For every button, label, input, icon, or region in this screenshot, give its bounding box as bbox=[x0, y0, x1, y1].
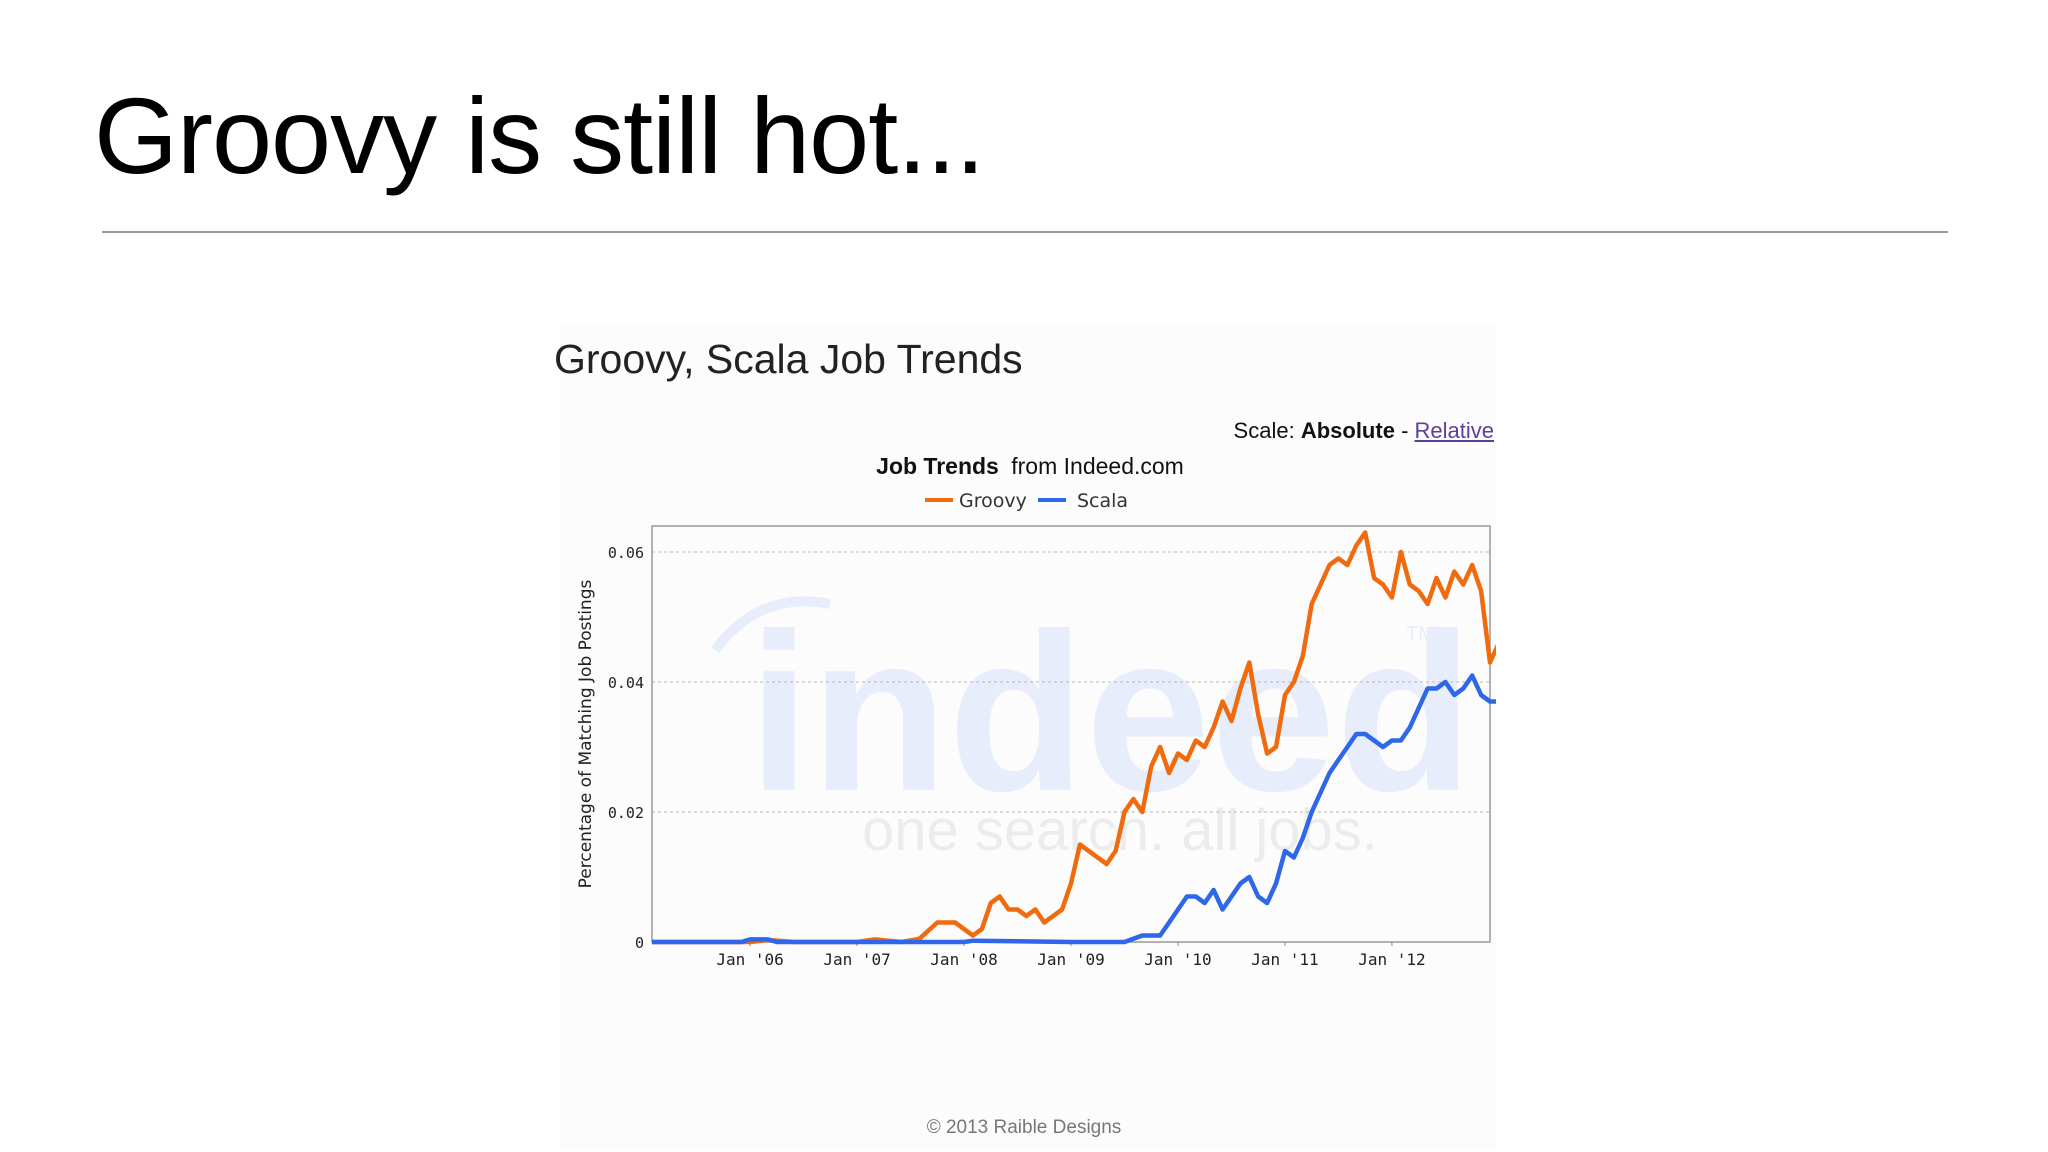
grid-lines bbox=[652, 551, 1490, 813]
watermark-tm: TM bbox=[1406, 623, 1435, 645]
series-line-groovy bbox=[652, 530, 1496, 945]
x-tick-label: Jan '07 bbox=[823, 950, 890, 969]
y-axis-title: Percentage of Matching Job Postings bbox=[576, 580, 596, 889]
y-tick-label: 0.04 bbox=[608, 674, 644, 692]
chart-panel bbox=[560, 326, 1496, 1150]
series-lines bbox=[652, 530, 1496, 945]
footer-copyright: © 2013 Raible Designs bbox=[926, 1117, 1122, 1138]
watermark-arc-icon bbox=[711, 596, 831, 654]
scale-separator: - bbox=[1401, 418, 1409, 443]
y-tick-label: 0.06 bbox=[608, 544, 644, 562]
x-tick-label: Jan '10 bbox=[1144, 950, 1211, 969]
job-trends-chart: Job Trends from Indeed.com Groovy Scala … bbox=[576, 453, 1496, 969]
x-tick-label: Jan '08 bbox=[930, 950, 997, 969]
chart-source-bold: Job Trends bbox=[876, 453, 999, 479]
watermark-logo: indeed bbox=[748, 586, 1473, 838]
title-divider bbox=[102, 231, 1948, 233]
y-tick-label: 0 bbox=[635, 934, 644, 952]
legend-label-groovy: Groovy bbox=[959, 490, 1027, 512]
x-tick-labels: Jan '06 Jan '07 Jan '08 Jan '09 Jan '10 Jan '… bbox=[716, 942, 1426, 969]
scale-label: Scale: bbox=[1233, 418, 1295, 443]
scale-absolute: Absolute bbox=[1300, 418, 1395, 443]
y-tick-label: 0.02 bbox=[608, 804, 644, 822]
x-tick-label: Jan '06 bbox=[716, 950, 783, 969]
chart-legend: Groovy Scala bbox=[925, 490, 1128, 512]
slide-title: Groovy is still hot... bbox=[94, 75, 985, 196]
y-tick-labels: 0 0.02 0.04 0.06 bbox=[608, 544, 644, 952]
scale-relative-link[interactable]: Relative bbox=[1414, 418, 1494, 443]
chart-heading: Groovy, Scala Job Trends bbox=[554, 336, 1023, 382]
series-line-scala bbox=[652, 673, 1496, 945]
chart-source-title: Job Trends from Indeed.com bbox=[876, 453, 1184, 479]
indeed-watermark: indeed TM one search. all jobs. bbox=[711, 586, 1473, 863]
x-tick-label: Jan '12 bbox=[1358, 950, 1425, 969]
scale-selector: Scale: Absolute - Relative bbox=[1000, 418, 1494, 444]
chart-source-rest: from Indeed.com bbox=[1011, 453, 1184, 479]
x-tick-label: Jan '09 bbox=[1037, 950, 1104, 969]
x-tick-label: Jan '11 bbox=[1251, 950, 1318, 969]
legend-label-scala: Scala bbox=[1077, 490, 1128, 512]
